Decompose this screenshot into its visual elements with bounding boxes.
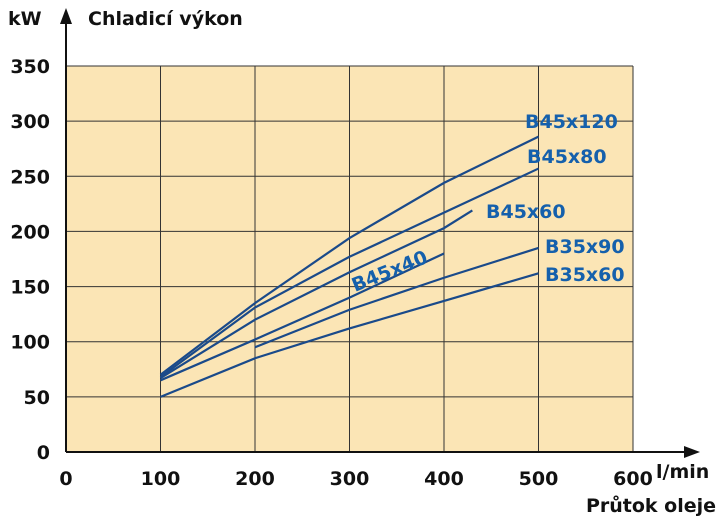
y-tick-label: 250 (10, 166, 50, 188)
x-tick-label: 0 (59, 468, 72, 490)
series-line (159, 135, 539, 376)
y-tick-label: 0 (37, 442, 50, 464)
series-label: B35x60 (545, 264, 625, 286)
y-unit: kW (8, 8, 42, 30)
series-line (160, 252, 445, 382)
series-label: B45x120 (525, 111, 618, 133)
series-label: B35x90 (545, 236, 625, 258)
series-label: B45x80 (527, 146, 607, 168)
y-tick-label: 100 (10, 332, 50, 354)
series-line (159, 167, 539, 378)
y-tick-label: 200 (10, 221, 50, 243)
series-line (160, 272, 539, 398)
y-tick-label: 150 (10, 277, 50, 299)
series-line (159, 209, 473, 380)
y-arrow (60, 8, 72, 24)
y-tick-label: 350 (10, 56, 50, 78)
x-tick-label: 200 (235, 468, 275, 490)
chart-title: Chladicí výkon (88, 8, 243, 30)
x-tick-label: 100 (141, 468, 181, 490)
y-tick-label: 50 (24, 387, 50, 409)
x-tick-label: 400 (424, 468, 464, 490)
y-tick-label: 300 (10, 111, 50, 133)
series-line (254, 246, 539, 349)
x-tick-label: 600 (613, 468, 653, 490)
x-tick-label: 500 (519, 468, 559, 490)
x-arrow (684, 446, 700, 458)
series-label: B45x60 (486, 201, 566, 223)
x-axis-label: Průtok oleje (586, 494, 716, 517)
x-unit: l/min (656, 461, 709, 483)
x-tick-label: 300 (330, 468, 370, 490)
